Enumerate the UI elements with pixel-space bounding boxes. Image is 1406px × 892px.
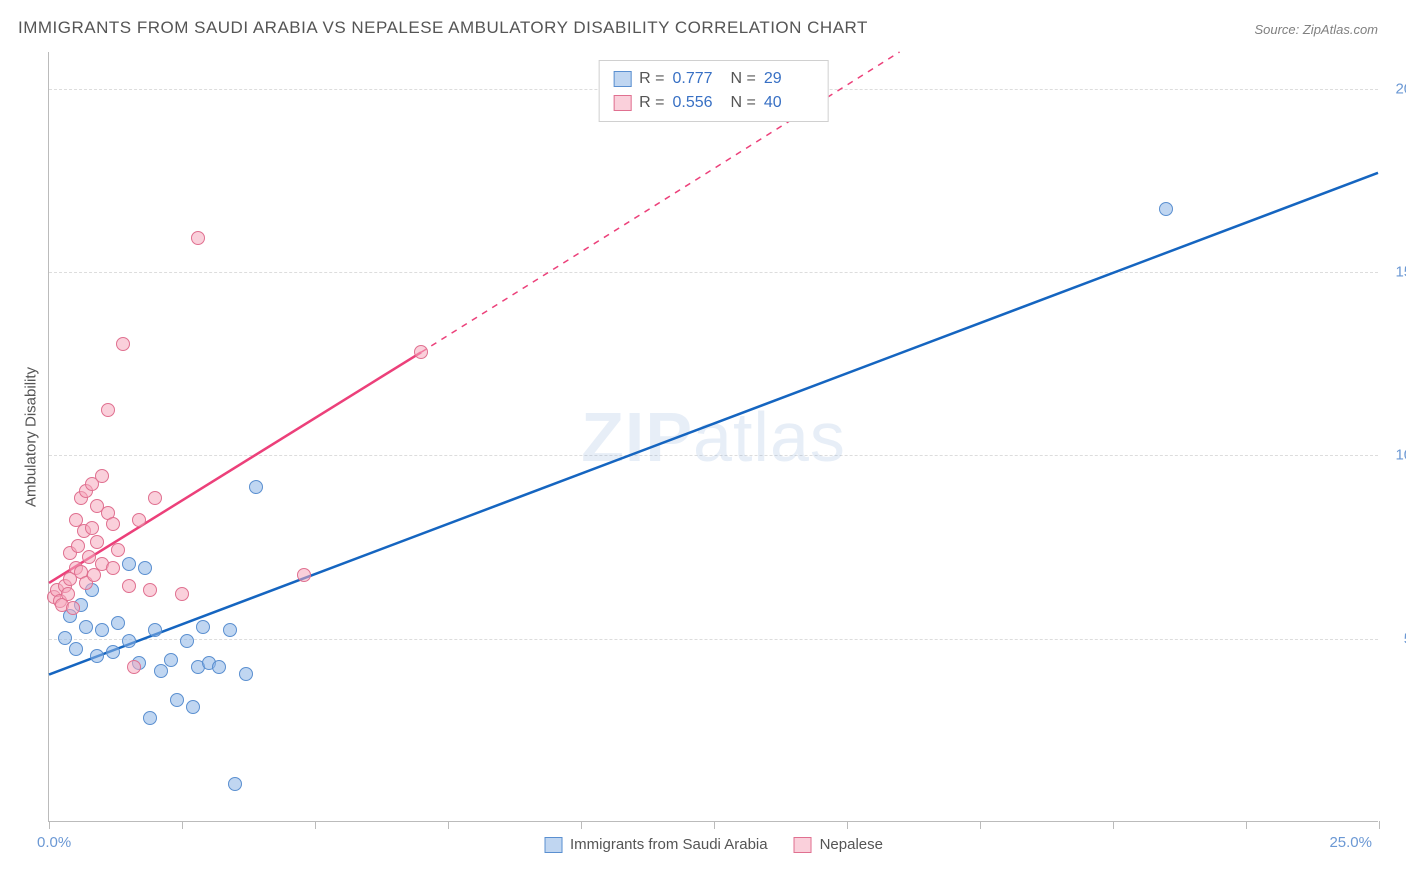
legend-r-label: R = [639,67,664,91]
stats-legend: R = 0.777 N = 29 R = 0.556 N = 40 [598,60,829,122]
x-tick [49,821,50,829]
legend-row: R = 0.777 N = 29 [613,67,814,91]
x-tick [1379,821,1380,829]
legend-n-value: 29 [764,67,814,91]
legend-r-value: 0.777 [673,67,723,91]
data-point [196,620,210,634]
data-point [106,645,120,659]
data-point [191,231,205,245]
y-tick-label: 20.0% [1383,80,1406,97]
x-tick [980,821,981,829]
legend-n-label: N = [731,91,756,115]
chart-title: IMMIGRANTS FROM SAUDI ARABIA VS NEPALESE… [18,18,868,38]
data-point [101,403,115,417]
data-point [186,700,200,714]
data-point [228,777,242,791]
data-point [148,491,162,505]
x-tick [1113,821,1114,829]
legend-swatch [613,95,631,111]
legend-r-label: R = [639,91,664,115]
data-point [170,693,184,707]
legend-r-value: 0.556 [673,91,723,115]
data-point [82,550,96,564]
data-point [111,616,125,630]
data-point [249,480,263,494]
data-point [148,623,162,637]
legend-n-value: 40 [764,91,814,115]
x-tick [315,821,316,829]
legend-n-label: N = [731,67,756,91]
x-tick [581,821,582,829]
y-axis-label: Ambulatory Disability [23,366,40,506]
data-point [85,521,99,535]
data-point [61,587,75,601]
x-tick [847,821,848,829]
legend-label: Immigrants from Saudi Arabia [570,836,768,853]
x-tick [448,821,449,829]
legend-item: Nepalese [794,836,883,853]
data-point [212,660,226,674]
data-point [127,660,141,674]
data-point [143,583,157,597]
data-point [79,620,93,634]
data-point [239,667,253,681]
source-attribution: Source: ZipAtlas.com [1254,22,1378,37]
plot-area: Ambulatory Disability ZIPatlas R =0.777N… [48,52,1378,822]
legend-swatch [794,837,812,853]
x-tick [1246,821,1247,829]
data-point [106,517,120,531]
data-point [122,634,136,648]
data-point [164,653,178,667]
data-point [95,469,109,483]
data-point [1159,202,1173,216]
x-tick-max: 25.0% [1329,834,1372,851]
data-point [111,543,125,557]
y-tick-label: 10.0% [1383,447,1406,464]
data-point [180,634,194,648]
data-point [414,345,428,359]
data-point [138,561,152,575]
legend-swatch [544,837,562,853]
legend-label: Nepalese [820,836,883,853]
x-tick-min: 0.0% [37,834,71,851]
legend-item: Immigrants from Saudi Arabia [544,836,768,853]
data-point [66,601,80,615]
data-point [95,623,109,637]
data-point [116,337,130,351]
legend-swatch [613,71,631,87]
data-point [297,568,311,582]
x-tick [182,821,183,829]
data-point [122,557,136,571]
y-tick-label: 5.0% [1383,630,1406,647]
data-point [132,513,146,527]
data-point [143,711,157,725]
legend-row: R = 0.556 N = 40 [613,91,814,115]
data-point [106,561,120,575]
regression-lines [49,52,1378,821]
data-point [69,642,83,656]
data-point [175,587,189,601]
data-point [154,664,168,678]
x-tick [714,821,715,829]
y-tick-label: 15.0% [1383,264,1406,281]
data-point [122,579,136,593]
series-legend: Immigrants from Saudi Arabia Nepalese [544,836,883,853]
data-point [223,623,237,637]
data-point [90,649,104,663]
data-point [90,535,104,549]
